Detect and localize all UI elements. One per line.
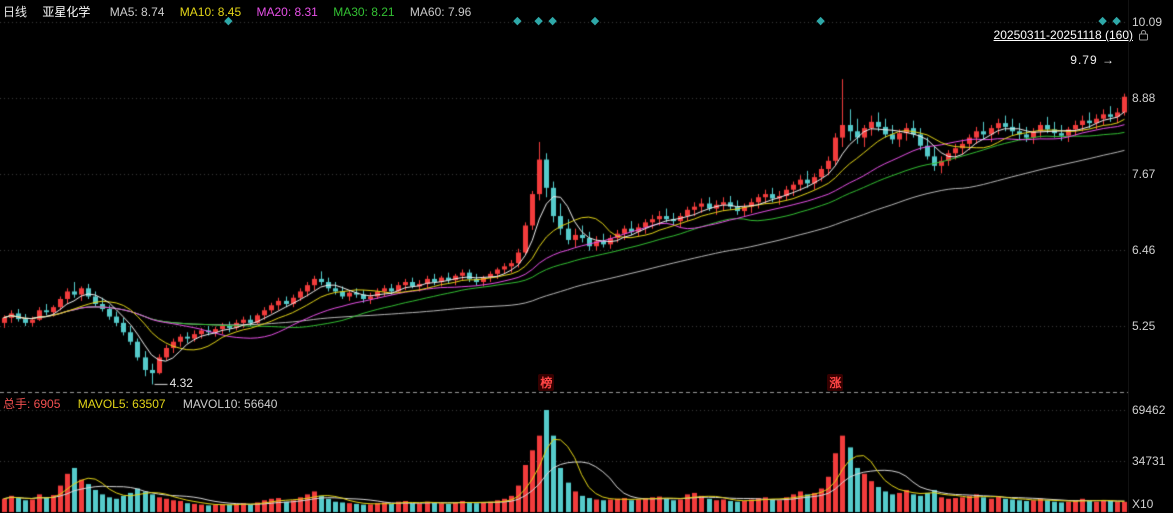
mavol5-value: MAVOL5: 63507 <box>77 397 166 411</box>
event-diamond-icon[interactable]: ◆ <box>1098 15 1107 27</box>
price-axis-label: 5.25 <box>1132 319 1156 333</box>
period-label[interactable]: 日线 <box>3 5 28 19</box>
volume-header: 总手: 6905 MAVOL5: 63507 MAVOL10: 56640 <box>3 395 291 412</box>
event-diamond-icon[interactable]: ◆ <box>548 15 557 27</box>
price-target-annotation: 9.79 → <box>1070 53 1115 67</box>
low-price-label: 4.32 <box>169 376 193 391</box>
volume-axis-label: 69462 <box>1132 403 1166 417</box>
right-arrow-icon: → <box>1102 53 1115 67</box>
volume-axis-unit: X10 <box>1132 497 1154 511</box>
event-diamond-icon[interactable]: ◆ <box>1112 15 1121 27</box>
ma10-value: MA10: 8.45 <box>179 5 242 19</box>
mavol10-value: MAVOL10: 56640 <box>182 397 278 411</box>
price-axis-label: 8.88 <box>1132 91 1156 105</box>
volume-axis-label: 34731 <box>1132 454 1166 468</box>
price-axis-label: 6.46 <box>1132 243 1156 257</box>
axis-divider <box>1128 0 1129 513</box>
event-diamond-icon[interactable]: ◆ <box>590 15 600 27</box>
ma60-value: MA60: 7.96 <box>409 5 472 19</box>
stock-name[interactable]: 亚星化学 <box>42 5 91 19</box>
date-range[interactable]: 20250311-20251118 (160) <box>993 28 1133 42</box>
lock-icon[interactable] <box>1138 29 1149 41</box>
price-target-value: 9.79 <box>1070 53 1098 67</box>
event-tag[interactable]: 榜 <box>538 374 555 391</box>
date-range-control: 20250311-20251118 (160) <box>994 28 1149 42</box>
chart-header: 日线 亚星化学 MA5: 8.74 MA10: 8.45 MA20: 8.31 … <box>3 3 483 20</box>
ma30-value: MA30: 8.21 <box>333 5 395 19</box>
event-tag[interactable]: 涨 <box>827 374 844 391</box>
ma5-value: MA5: 8.74 <box>109 5 165 19</box>
event-diamond-icon[interactable]: ◆ <box>513 15 522 27</box>
event-diamond-icon[interactable]: ◆ <box>534 15 543 27</box>
price-axis-label: 7.67 <box>1132 167 1156 181</box>
ma20-value: MA20: 8.31 <box>256 5 318 19</box>
total-volume-value: 总手: 6905 <box>3 397 61 411</box>
event-diamond-icon[interactable]: ◆ <box>816 15 825 27</box>
price-axis-label: 10.09 <box>1132 15 1163 29</box>
event-diamond-icon[interactable]: ◆ <box>224 15 233 27</box>
